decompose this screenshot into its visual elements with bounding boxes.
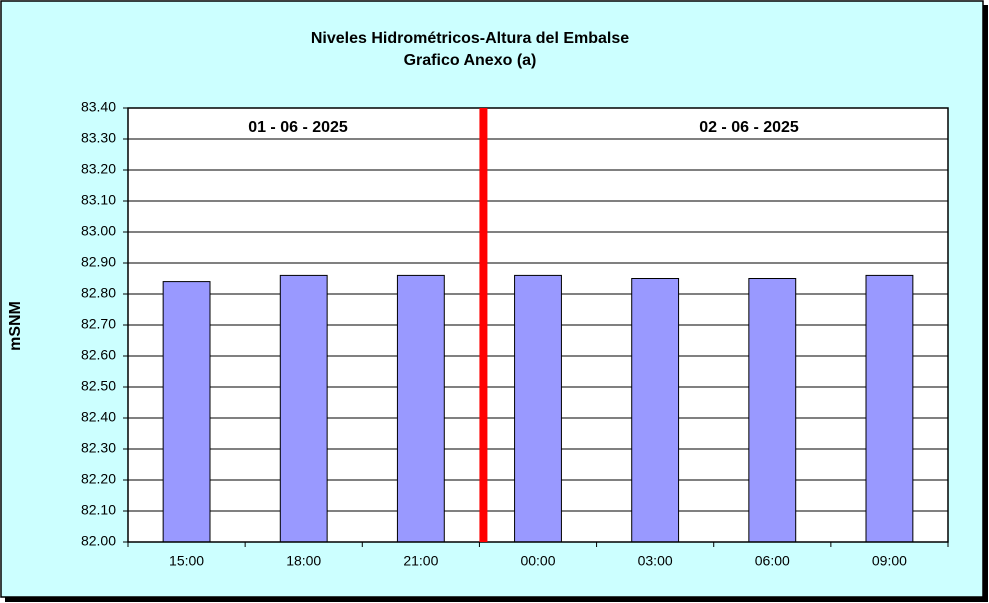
chart-title: Niveles Hidrométricos-Altura del Embalse xyxy=(311,30,629,47)
y-tick-label: 82.50 xyxy=(81,378,116,394)
y-tick-label: 82.60 xyxy=(81,347,116,363)
x-tick-label: 09:00 xyxy=(872,553,907,569)
y-tick-label: 83.40 xyxy=(81,99,116,115)
y-tick-label: 83.20 xyxy=(81,161,116,177)
y-tick-label: 82.10 xyxy=(81,502,116,518)
x-tick-label: 15:00 xyxy=(169,553,204,569)
y-tick-label: 83.30 xyxy=(81,130,116,146)
bar xyxy=(162,281,211,543)
bar xyxy=(865,274,914,543)
x-tick-label: 00:00 xyxy=(520,553,555,569)
y-axis-label: mSNM xyxy=(7,301,24,351)
y-tick-label: 82.90 xyxy=(81,254,116,270)
x-tick-label: 03:00 xyxy=(638,553,673,569)
x-tick-label: 18:00 xyxy=(286,553,321,569)
plot-border xyxy=(127,107,949,543)
date-annotation: 02 - 06 - 2025 xyxy=(699,119,799,136)
y-tick-label: 82.30 xyxy=(81,440,116,456)
date-annotation: 01 - 06 - 2025 xyxy=(248,119,348,136)
x-tick-label: 06:00 xyxy=(755,553,790,569)
y-tick-label: 83.10 xyxy=(81,192,116,208)
y-tick-label: 82.70 xyxy=(81,316,116,332)
bar xyxy=(631,278,680,543)
y-tick-label: 82.80 xyxy=(81,285,116,301)
bar xyxy=(514,274,562,543)
bar xyxy=(396,274,445,543)
y-tick-label: 82.40 xyxy=(81,409,116,425)
y-tick-label: 82.00 xyxy=(81,533,116,549)
bar xyxy=(279,274,328,543)
y-tick-label: 83.00 xyxy=(81,223,116,239)
x-tick-label: 21:00 xyxy=(403,553,438,569)
y-tick-label: 82.20 xyxy=(81,471,116,487)
bar xyxy=(748,278,797,543)
chart-subtitle: Grafico Anexo (a) xyxy=(404,52,537,69)
